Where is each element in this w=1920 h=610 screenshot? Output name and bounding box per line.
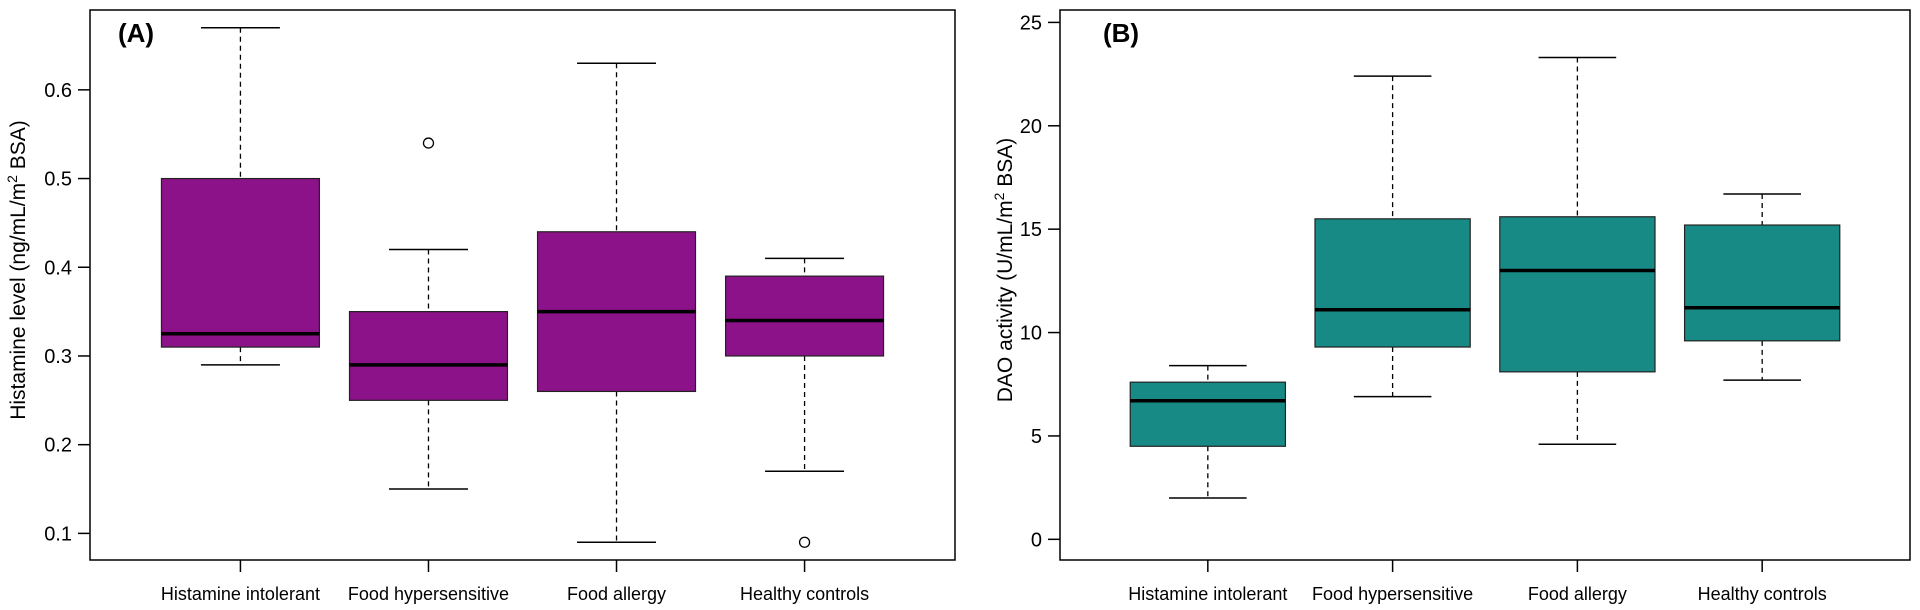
- panel-a-iqr-box: [348, 311, 509, 401]
- panel-b-y-tick-label: 15: [1020, 219, 1042, 241]
- panel-b-box-group: [1683, 193, 1841, 381]
- panel-a-iqr-box: [724, 275, 885, 357]
- panel-a-outlier-point: [422, 137, 435, 149]
- panel-a-plot-frame: [89, 9, 956, 561]
- panel-a-outlier-point: [798, 536, 811, 548]
- panel-a-category-label: Food hypersensitive: [348, 584, 509, 604]
- panel-a-y-axis-label: Histamine level (ng/mL/m2 BSA): [4, 120, 30, 420]
- panel-a-y-axis-label-main: Histamine level (ng/mL/m: [7, 183, 30, 420]
- panel-b-x-axis: Histamine intolerant Food hypersensitive F…: [1128, 560, 1827, 604]
- panel-b-y-tick-label: 10: [1020, 323, 1042, 345]
- panel-b: (B) DAO activity (U/mL/m2 BSA) 0 5 10 15 20 2…: [991, 9, 1911, 604]
- panel-b-label: (B): [1103, 18, 1139, 48]
- panel-b-y-tick-label: 25: [1020, 12, 1042, 34]
- panel-a-y-tick-label: 0.5: [44, 169, 72, 191]
- panel-a-category-label: Healthy controls: [740, 584, 869, 604]
- panel-b-y-axis: 0 5 10 15 20 25: [1020, 12, 1060, 551]
- panel-b-iqr-box: [1499, 216, 1656, 373]
- panel-a-y-tick-label: 0.1: [44, 523, 72, 545]
- panel-b-category-label: Food hypersensitive: [1312, 584, 1473, 604]
- panel-b-plot-frame: [1059, 9, 1911, 561]
- panel-b-y-axis-label-tail: BSA): [994, 138, 1017, 193]
- panel-a-y-tick-label: 0.3: [44, 346, 72, 368]
- panel-a-y-axis: 0.1 0.2 0.3 0.4 0.5 0.6: [44, 80, 90, 545]
- panel-b-y-tick-label: 20: [1020, 116, 1042, 138]
- panel-a-box-group: [160, 26, 321, 366]
- panel-b-y-axis-label-superscript: 2: [991, 192, 1007, 200]
- panel-a: (A) Histamine level (ng/mL/m2 BSA) 0.10.…: [4, 9, 956, 604]
- panel-a-iqr-box: [160, 177, 321, 348]
- panel-a-y-axis-label-tail: BSA): [7, 120, 30, 175]
- panel-a-y-tick-label: 0.6: [44, 80, 72, 102]
- panel-a-box-group: [536, 62, 697, 544]
- panel-b-category-label: Histamine intolerant: [1128, 584, 1287, 604]
- panel-a-label: (A): [118, 18, 154, 48]
- panel-b-iqr-box: [1683, 224, 1841, 342]
- panel-b-category-label: Food allergy: [1528, 584, 1627, 604]
- panel-a-box-group: [348, 137, 509, 490]
- panel-b-y-axis-label-main: DAO activity (U/mL/m: [994, 200, 1017, 402]
- panel-a-x-axis: Histamine intolerant Food hypersensitive F…: [161, 560, 869, 604]
- panel-b-y-tick-label: 5: [1031, 426, 1042, 448]
- panel-a-category-label: Histamine intolerant: [161, 584, 320, 604]
- panel-b-box-group: [1499, 56, 1656, 445]
- panel-b-iqr-box: [1129, 381, 1287, 447]
- panel-a-y-axis-label-superscript: 2: [4, 175, 20, 183]
- panel-b-box-group: [1314, 75, 1471, 398]
- panel-a-category-label: Food allergy: [567, 584, 666, 604]
- panel-a-y-tick-label: 0.2: [44, 435, 72, 457]
- panel-b-y-tick-label: 0: [1031, 529, 1042, 551]
- panel-b-y-axis-label: DAO activity (U/mL/m2 BSA): [991, 138, 1017, 403]
- panel-a-y-tick-label: 0.4: [44, 257, 72, 279]
- panel-b-box-group: [1129, 364, 1287, 499]
- panel-b-category-label: Healthy controls: [1698, 584, 1827, 604]
- panel-a-boxes: [160, 26, 885, 548]
- panel-b-boxes: [1129, 56, 1841, 499]
- panel-b-iqr-box: [1314, 218, 1471, 348]
- panel-a-box-group: [724, 257, 885, 548]
